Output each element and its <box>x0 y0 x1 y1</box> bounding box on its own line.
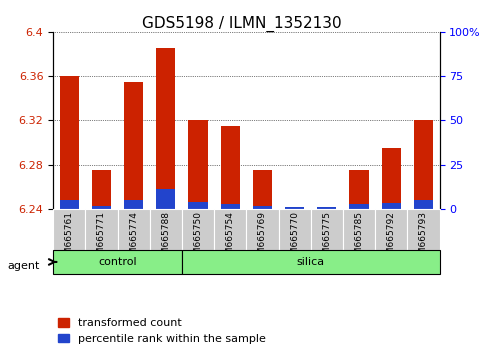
Bar <box>317 207 337 209</box>
Bar <box>53 250 182 274</box>
Bar <box>188 202 208 209</box>
Bar <box>414 200 433 209</box>
Text: GSM665775: GSM665775 <box>322 211 331 266</box>
Bar <box>182 250 440 274</box>
Legend: transformed count, percentile rank within the sample: transformed count, percentile rank withi… <box>54 314 270 348</box>
Text: GSM665771: GSM665771 <box>97 211 106 266</box>
Text: GSM665793: GSM665793 <box>419 211 428 266</box>
Bar <box>182 209 214 250</box>
Bar <box>279 209 311 250</box>
Text: GSM665788: GSM665788 <box>161 211 170 266</box>
Bar <box>221 205 240 209</box>
Bar <box>285 207 304 209</box>
Text: GSM665792: GSM665792 <box>387 211 396 266</box>
Bar <box>156 48 175 209</box>
Bar <box>221 126 240 209</box>
Bar <box>92 170 111 209</box>
Bar <box>253 170 272 209</box>
Bar <box>53 209 85 250</box>
Bar <box>156 189 175 209</box>
Bar <box>124 200 143 209</box>
Bar <box>253 206 272 209</box>
Text: GSM665785: GSM665785 <box>355 211 364 266</box>
Text: GSM665761: GSM665761 <box>65 211 74 266</box>
Bar <box>349 205 369 209</box>
Bar <box>150 209 182 250</box>
Bar <box>343 209 375 250</box>
Text: GSM665770: GSM665770 <box>290 211 299 266</box>
Bar <box>246 209 279 250</box>
Text: GSM665754: GSM665754 <box>226 211 235 266</box>
Text: control: control <box>98 257 137 267</box>
Bar <box>317 207 337 209</box>
Bar <box>407 209 440 250</box>
Bar <box>124 82 143 209</box>
Bar <box>59 76 79 209</box>
Text: agent: agent <box>7 261 40 271</box>
Bar <box>188 120 208 209</box>
Text: GSM665774: GSM665774 <box>129 211 138 266</box>
Bar <box>117 209 150 250</box>
Bar <box>382 148 401 209</box>
Text: GSM665769: GSM665769 <box>258 211 267 266</box>
Text: GDS5198 / ILMN_1352130: GDS5198 / ILMN_1352130 <box>142 16 341 32</box>
Bar <box>414 120 433 209</box>
Bar <box>214 209 246 250</box>
Bar <box>375 209 407 250</box>
Bar <box>85 209 117 250</box>
Text: silica: silica <box>297 257 325 267</box>
Bar <box>311 209 343 250</box>
Text: GSM665750: GSM665750 <box>194 211 202 266</box>
Bar <box>382 203 401 209</box>
Bar <box>92 206 111 209</box>
Bar <box>349 170 369 209</box>
Bar <box>285 207 304 209</box>
Bar <box>59 200 79 209</box>
